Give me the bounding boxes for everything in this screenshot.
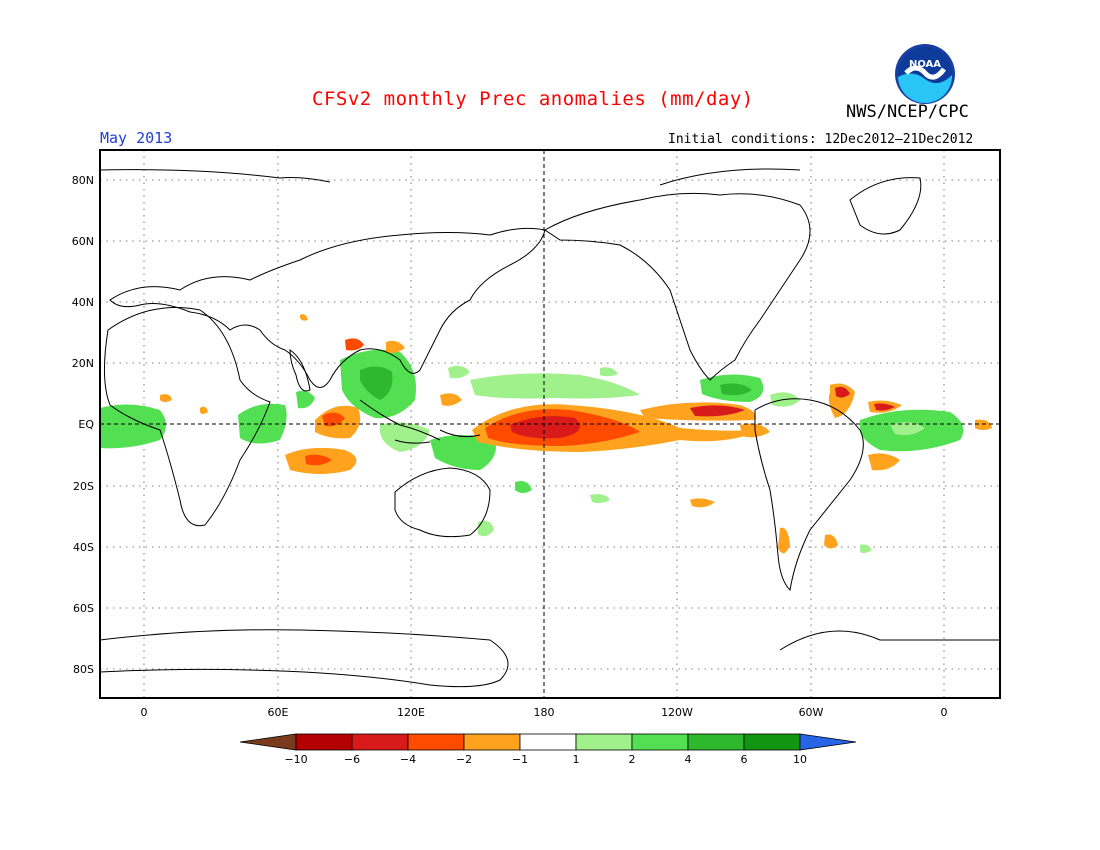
colorbar-swatch: [631, 733, 689, 751]
colorbar-swatch: [743, 733, 801, 751]
colorbar-swatch: [295, 733, 353, 751]
initial-conditions-label: Initial conditions: 12Dec2012–21Dec2012: [668, 132, 974, 147]
colorbar-swatch: [407, 733, 465, 751]
colorbar-label: 10: [793, 753, 807, 766]
lat-label: EQ: [78, 418, 94, 431]
colorbar-label: −1: [512, 753, 528, 766]
lat-label: 60S: [73, 602, 94, 615]
agency-label: NWS/NCEP/CPC: [846, 102, 969, 122]
colorbar-swatch: [519, 733, 577, 751]
colorbar-swatch: [351, 733, 409, 751]
lat-label: 40S: [73, 541, 94, 554]
lon-label: 60W: [799, 706, 824, 719]
noaa-logo: NOAA: [895, 44, 955, 104]
lat-label: 20N: [72, 357, 94, 370]
colorbar-swatch: [575, 733, 633, 751]
map-frame: [99, 149, 1001, 699]
lon-label: 60E: [268, 706, 289, 719]
colorbar-label: −2: [456, 753, 472, 766]
colorbar-right-arrow: [799, 733, 857, 751]
lon-label: 0: [141, 706, 148, 719]
colorbar-label: 1: [573, 753, 580, 766]
lat-label: 40N: [72, 296, 94, 309]
lon-label: 0: [941, 706, 948, 719]
colorbar-label: 4: [685, 753, 692, 766]
latitude-labels: 80N 60N 40N 20N EQ 20S 40S 60S 80S: [72, 174, 95, 676]
map-title: CFSv2 monthly Prec anomalies (mm/day): [312, 88, 754, 110]
colorbar-swatch: [463, 733, 521, 751]
lon-label: 120W: [661, 706, 693, 719]
longitude-labels: 0 60E 120E 180 120W 60W 0: [141, 706, 948, 719]
colorbar-label: 2: [629, 753, 636, 766]
colorbar-left-arrow: [239, 733, 297, 751]
lat-label: 80S: [73, 663, 94, 676]
colorbar-swatch: [687, 733, 745, 751]
lon-label: 120E: [397, 706, 425, 719]
colorbar: −10 −6 −4 −2 −1 1 2 4 6 10: [239, 733, 857, 766]
forecast-month-label: May 2013: [100, 129, 173, 147]
colorbar-label: −4: [400, 753, 416, 766]
colorbar-label: 6: [741, 753, 748, 766]
lat-label: 60N: [72, 235, 94, 248]
lat-label: 80N: [72, 174, 94, 187]
lat-label: 20S: [73, 480, 94, 493]
colorbar-label: −6: [344, 753, 360, 766]
lon-label: 180: [534, 706, 555, 719]
noaa-logo-text: NOAA: [909, 59, 941, 70]
colorbar-label: −10: [284, 753, 307, 766]
coastlines: [100, 168, 1000, 688]
